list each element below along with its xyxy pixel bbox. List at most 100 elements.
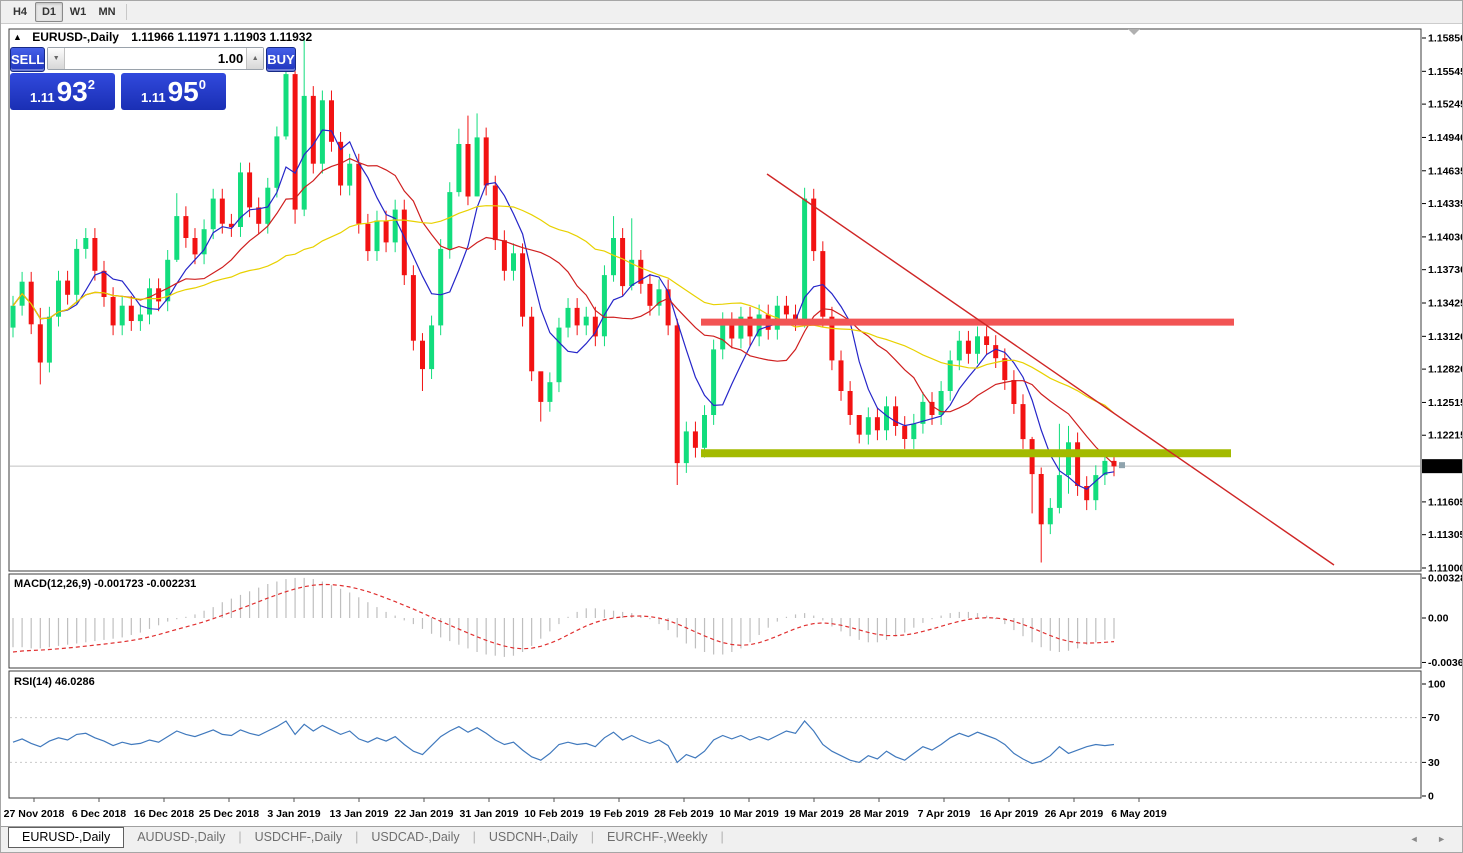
- date-label: 7 Apr 2019: [918, 808, 971, 820]
- candle-body: [692, 431, 698, 448]
- ma-mid-line: [12, 157, 1115, 465]
- date-label: 3 Jan 2019: [267, 808, 320, 820]
- date-label: 16 Apr 2019: [980, 808, 1039, 820]
- chart-tab-usdcnh[interactable]: USDCNH-,Daily: [488, 830, 578, 844]
- candle-body: [601, 275, 607, 337]
- candle-body: [219, 198, 225, 224]
- last-price-marker: [1119, 462, 1125, 469]
- candle-body: [1002, 358, 1008, 381]
- candle-body: [592, 316, 598, 337]
- candle-body: [147, 288, 152, 315]
- candle-body: [965, 340, 971, 354]
- candle-body: [865, 417, 871, 435]
- candle-body: [711, 349, 717, 415]
- candle-body: [856, 415, 862, 435]
- price-tick-label: 1.15545: [1428, 66, 1463, 78]
- rsi-axis-label: 70: [1428, 712, 1440, 724]
- volume-stepper: ▼ ▲: [47, 47, 265, 70]
- chart-tab-bar: EURUSD-,Daily AUDUSD-,Daily | USDCHF-,Daily…: [1, 826, 1462, 852]
- buy-button[interactable]: BUY: [266, 47, 296, 72]
- candle-body: [46, 316, 52, 363]
- candle-body: [438, 248, 444, 326]
- sell-price-pipette: 2: [87, 77, 95, 92]
- descending-trendline[interactable]: [766, 173, 1335, 566]
- candle-body: [156, 288, 162, 302]
- candle-body: [1011, 380, 1017, 404]
- time-axis[interactable]: 27 Nov 2018 6 Dec 2018 16 Dec 2018 25 Dec 2…: [4, 798, 1167, 820]
- price-tick-label: 1.13120: [1428, 331, 1463, 343]
- candle-body: [137, 314, 143, 322]
- candle-body: [620, 238, 626, 287]
- price-tick-label: 1.12515: [1428, 397, 1463, 409]
- price-tick-label: 1.14635: [1428, 165, 1463, 177]
- candle-body: [465, 144, 471, 197]
- tab-separator: |: [238, 830, 242, 844]
- chart-tab-audusd[interactable]: AUDUSD-,Daily: [137, 830, 226, 844]
- candle-body: [83, 238, 89, 249]
- collapse-triangle-icon[interactable]: ▲: [13, 32, 22, 42]
- price-tick-label: 1.13425: [1428, 298, 1463, 310]
- candle-body: [529, 316, 535, 372]
- timeframe-button-mn[interactable]: MN: [98, 6, 116, 18]
- price-panel[interactable]: [8, 28, 1422, 572]
- candle-body: [1093, 475, 1099, 501]
- candle-body: [310, 95, 316, 164]
- timeframe-toolbar: H4 D1 W1 MN: [1, 1, 1462, 24]
- candle-body: [356, 163, 362, 224]
- chart-tab-usdchf[interactable]: USDCHF-,Daily: [254, 830, 343, 844]
- candle-body: [274, 136, 280, 188]
- candle-body: [683, 431, 689, 464]
- buy-price-panel[interactable]: 1.11 95 0: [121, 73, 226, 110]
- candle-body: [547, 382, 553, 402]
- candle-body: [611, 238, 616, 276]
- date-label: 28 Feb 2019: [654, 808, 714, 820]
- date-label: 16 Dec 2018: [134, 808, 194, 820]
- sell-price-big-digits: 93: [56, 75, 88, 107]
- sell-price-panel[interactable]: 1.11 93 2: [10, 73, 115, 110]
- candle-body: [993, 345, 999, 359]
- chart-shift-marker-icon[interactable]: [1128, 29, 1140, 35]
- candle-body: [793, 314, 798, 322]
- candle-body: [520, 253, 526, 317]
- timeframe-button-d1[interactable]: D1: [35, 2, 63, 22]
- candle-body: [474, 137, 480, 197]
- rsi-panel[interactable]: [8, 670, 1422, 799]
- date-label: 28 Mar 2019: [849, 808, 909, 820]
- price-axis[interactable]: 1.15850 1.15545 1.15245 1.14940 1.14635 1.143…: [14, 33, 1463, 803]
- candle-body: [1020, 404, 1026, 440]
- chart-tab-eurchf[interactable]: EURCHF-,Weekly: [607, 830, 708, 844]
- volume-increase-icon[interactable]: ▲: [246, 48, 264, 69]
- macd-axis-label: 0.003287: [1428, 573, 1463, 585]
- tab-scroll-arrows[interactable]: ◄ ►: [1409, 834, 1454, 844]
- volume-input[interactable]: [65, 48, 247, 69]
- candle-body: [674, 325, 680, 464]
- volume-decrease-icon[interactable]: ▼: [48, 48, 66, 69]
- candles-layer: [10, 38, 1117, 563]
- candle-body: [1056, 475, 1062, 508]
- candle-body: [265, 187, 271, 224]
- candle-body: [1038, 474, 1044, 525]
- candle-body: [420, 340, 425, 370]
- tab-separator: |: [355, 830, 359, 844]
- sell-button[interactable]: SELL: [10, 47, 46, 72]
- rsi-axis-label: 30: [1428, 757, 1440, 769]
- chart-tab-eurusd[interactable]: EURUSD-,Daily: [8, 827, 125, 848]
- timeframe-button-w1[interactable]: W1: [69, 6, 87, 18]
- price-tick-label: 1.15245: [1428, 99, 1463, 111]
- candle-body: [492, 185, 498, 241]
- candle-body: [392, 209, 398, 243]
- candle-body: [101, 270, 107, 297]
- candle-body: [283, 74, 289, 137]
- candle-body: [638, 259, 644, 284]
- candle-body: [729, 322, 735, 339]
- macd-panel[interactable]: [8, 573, 1422, 669]
- timeframe-button-h4[interactable]: H4: [12, 6, 28, 18]
- buy-price-prefix: 1.11: [141, 90, 166, 105]
- macd-axis-label: 0.00: [1428, 613, 1449, 625]
- sell-price-prefix: 1.11: [30, 90, 55, 105]
- candle-body: [984, 336, 990, 345]
- chart-tab-usdcad[interactable]: USDCAD-,Daily: [371, 830, 460, 844]
- candle-body: [128, 305, 134, 321]
